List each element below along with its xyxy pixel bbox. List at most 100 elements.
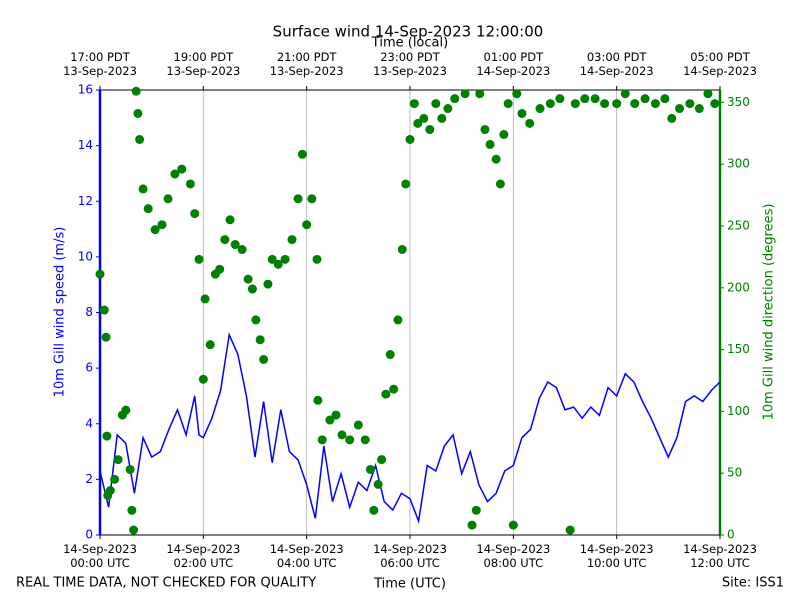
direction-point <box>287 235 297 245</box>
y-tick-label: 4 <box>85 416 93 430</box>
y2-tick-label: 0 <box>727 528 735 542</box>
y2-tick-label: 50 <box>727 466 742 480</box>
y-tick-label: 6 <box>85 361 93 375</box>
direction-point <box>620 89 630 99</box>
top-x-tick-label: 05:00 PDT 14-Sep-2023 <box>683 50 757 78</box>
top-x-tick-label: 23:00 PDT 13-Sep-2023 <box>373 50 447 78</box>
direction-point <box>499 130 509 139</box>
direction-point <box>133 108 143 118</box>
direction-point <box>650 99 660 109</box>
direction-point <box>405 134 415 144</box>
direction-point <box>337 430 347 440</box>
top-x-tick-label: 21:00 PDT 13-Sep-2023 <box>269 50 344 78</box>
y-tick-label: 12 <box>78 194 93 208</box>
direction-point <box>525 118 535 128</box>
direction-point <box>512 89 522 99</box>
direction-point <box>251 315 261 325</box>
direction-point <box>163 194 173 204</box>
direction-point <box>325 415 335 425</box>
y-tick-label: 2 <box>85 472 93 486</box>
y2-axis-label: 10m Gill wind direction (degrees) <box>762 204 777 421</box>
direction-point <box>381 389 391 399</box>
direction-point <box>198 374 208 384</box>
direction-point <box>401 179 411 189</box>
x-tick-label: 14-Sep-2023 08:00 UTC <box>476 542 551 570</box>
direction-point <box>675 104 685 114</box>
direction-point <box>121 405 131 415</box>
direction-point <box>110 474 120 484</box>
direction-point <box>215 264 225 274</box>
direction-point <box>491 154 501 164</box>
direction-point <box>710 99 720 109</box>
direction-point <box>630 99 640 109</box>
footer-note: REAL TIME DATA, NOT CHECKED FOR QUALITY <box>16 576 316 591</box>
direction-point <box>170 169 180 179</box>
direction-point <box>95 269 105 279</box>
direction-point <box>331 410 341 420</box>
x-tick-label: 14-Sep-2023 02:00 UTC <box>166 542 241 570</box>
direction-point <box>190 209 200 219</box>
direction-point <box>545 99 555 109</box>
direction-point <box>185 179 195 189</box>
direction-point <box>600 99 610 109</box>
y-axis-label: 10m Gill wind speed (m/s) <box>53 227 68 398</box>
top-x-tick-label: 17:00 PDT 13-Sep-2023 <box>63 50 137 78</box>
direction-point <box>307 194 317 204</box>
direction-point <box>267 254 277 264</box>
direction-point <box>389 384 399 394</box>
y2-tick-label: 150 <box>727 342 750 356</box>
direction-point <box>263 279 273 289</box>
y2-tick-label: 200 <box>727 280 750 294</box>
top-x-tick-label: 19:00 PDT 13-Sep-2023 <box>166 50 241 78</box>
direction-point <box>555 94 565 104</box>
direction-point <box>127 505 137 515</box>
direction-point <box>205 340 215 350</box>
direction-point <box>99 305 109 315</box>
direction-point <box>312 254 322 264</box>
direction-point <box>685 99 695 109</box>
direction-point <box>102 431 112 441</box>
y-tick-label: 16 <box>78 83 93 97</box>
direction-point <box>365 464 375 474</box>
direction-point <box>485 139 495 149</box>
direction-point <box>135 134 145 144</box>
direction-point <box>475 89 485 99</box>
direction-point <box>129 525 139 535</box>
direction-point <box>273 259 283 269</box>
direction-point <box>503 99 513 109</box>
direction-point <box>194 254 204 264</box>
direction-point <box>369 505 379 515</box>
chart-title: Surface wind 14-Sep-2023 12:00:00 <box>273 23 544 41</box>
x-tick-label: 14-Sep-2023 10:00 UTC <box>579 542 654 570</box>
direction-point <box>431 99 441 109</box>
direction-point <box>377 455 387 465</box>
direction-point <box>177 164 187 174</box>
y-tick-label: 14 <box>78 138 93 152</box>
direction-point <box>508 520 518 530</box>
direction-point <box>243 274 253 284</box>
x-tick-label: 14-Sep-2023 12:00 UTC <box>683 542 757 570</box>
direction-point <box>255 335 265 345</box>
direction-point <box>467 520 477 530</box>
direction-point <box>143 204 153 214</box>
direction-point <box>353 420 363 430</box>
direction-point <box>373 479 383 489</box>
direction-point <box>131 86 141 96</box>
direction-point <box>293 194 303 204</box>
direction-point <box>460 89 470 99</box>
direction-point <box>280 254 290 264</box>
direction-point <box>150 225 160 235</box>
direction-point <box>425 125 435 135</box>
top-x-tick-label: 01:00 PDT 14-Sep-2023 <box>476 50 551 78</box>
site-label: Site: ISS1 <box>722 576 784 591</box>
direction-point <box>703 89 713 99</box>
direction-point <box>393 315 403 325</box>
direction-point <box>302 220 312 230</box>
y2-tick-label: 300 <box>727 157 750 171</box>
x-tick-label: 14-Sep-2023 06:00 UTC <box>373 542 447 570</box>
direction-point <box>360 435 370 445</box>
y-tick-label: 10 <box>78 249 93 263</box>
direction-point <box>667 113 677 123</box>
